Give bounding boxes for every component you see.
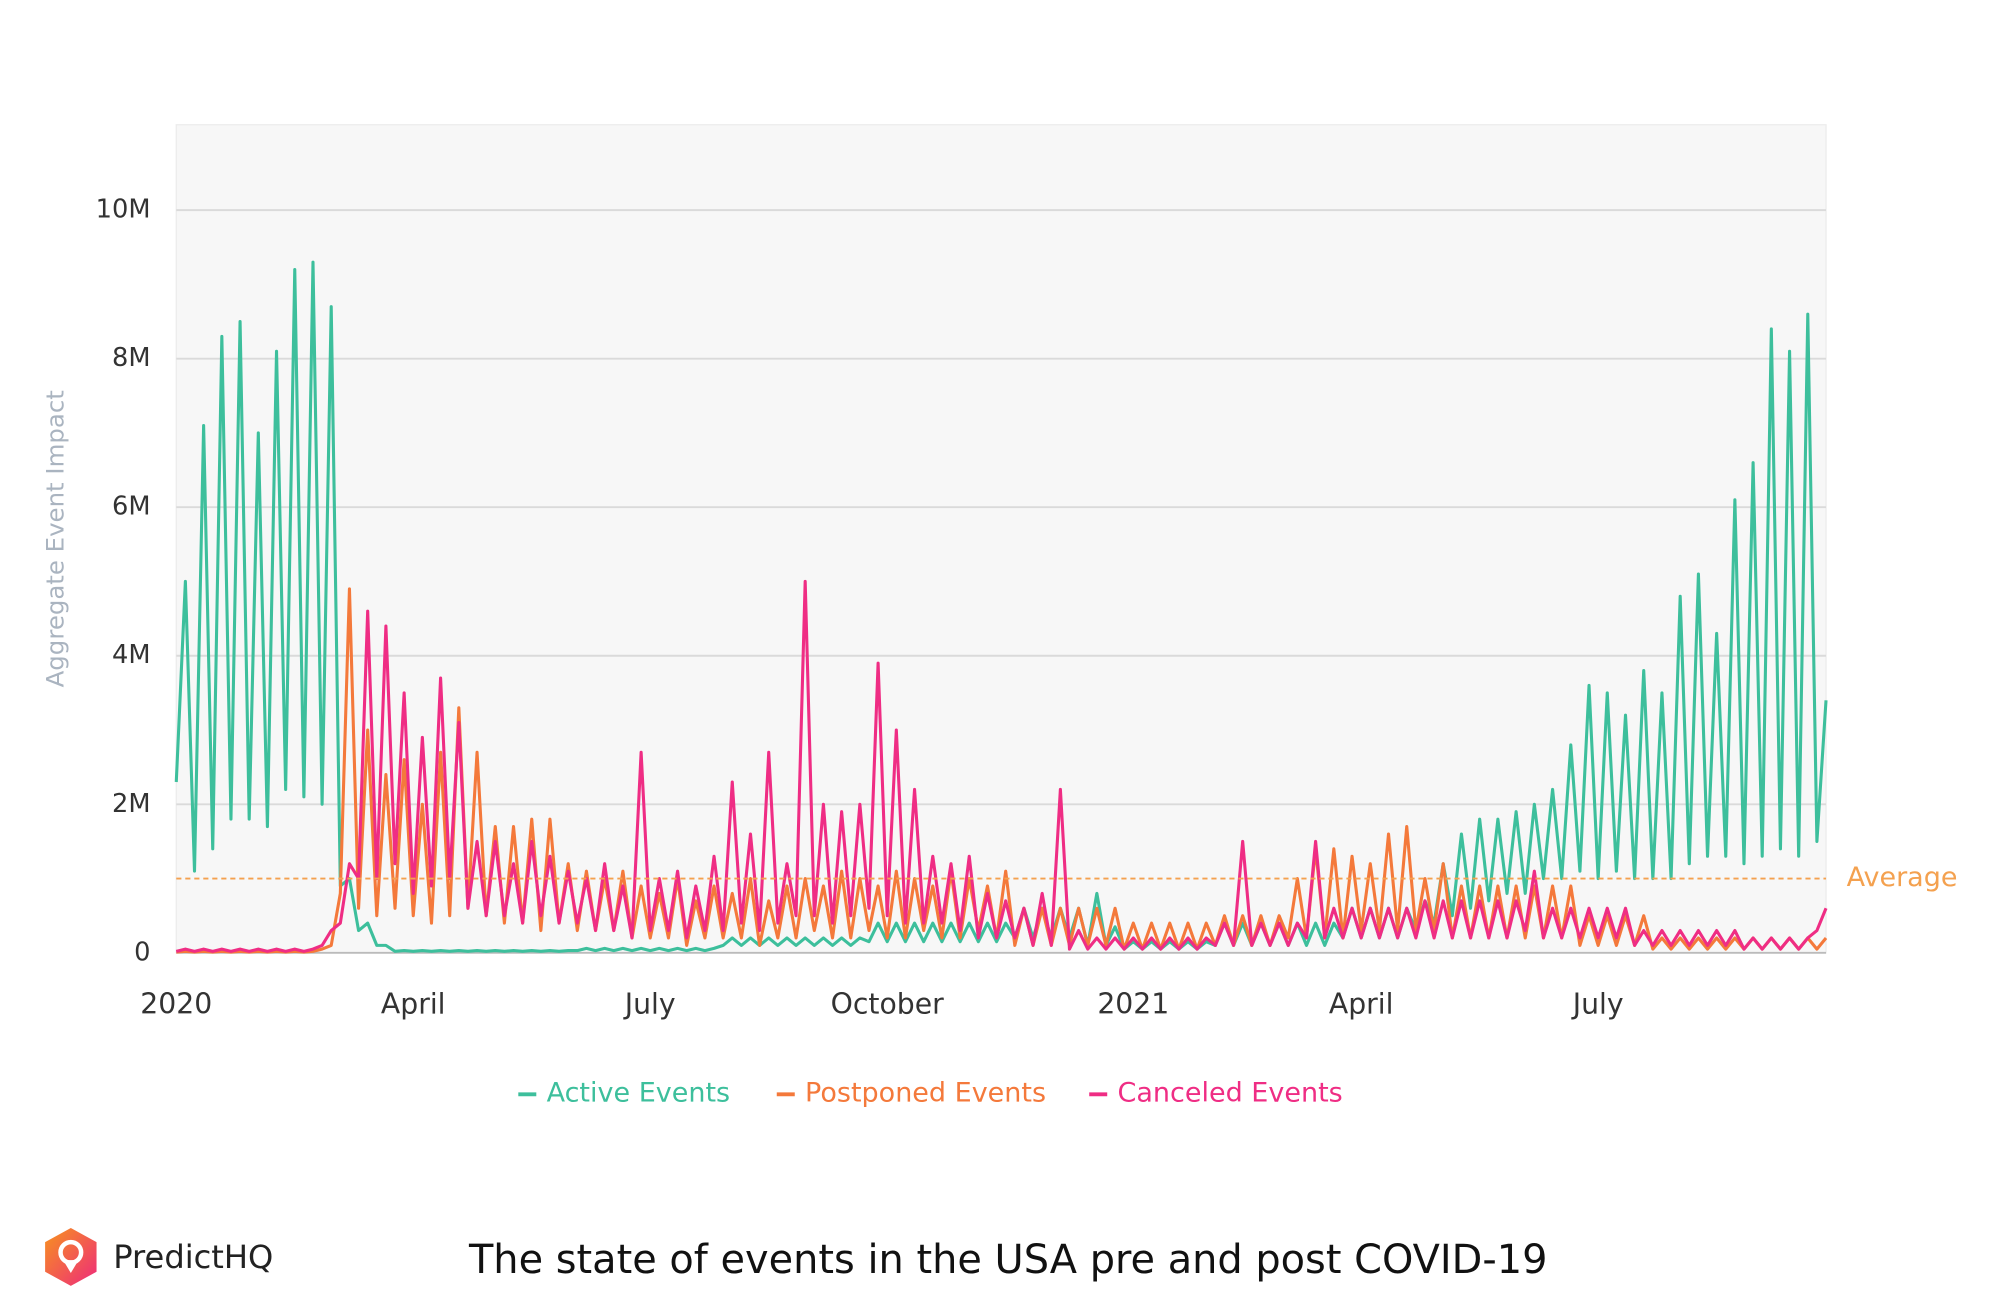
y-axis-title: Aggregate Event Impact — [41, 390, 70, 687]
x-tick-label: 2020 — [140, 988, 212, 1021]
x-tick-label: April — [381, 988, 446, 1021]
y-tick-label: 2M — [112, 789, 151, 819]
legend-label: Postponed Events — [805, 1078, 1046, 1109]
series-line — [174, 260, 1828, 953]
brand-name: PredictHQ — [113, 1238, 273, 1276]
x-tick-label: October — [831, 988, 944, 1021]
average-label: Average — [1847, 862, 1958, 893]
series-line — [175, 579, 1828, 953]
y-tick-label: 4M — [112, 640, 151, 670]
y-tick-label: 10M — [96, 195, 151, 225]
y-tick-label: 6M — [112, 492, 151, 522]
y-tick-label: 0 — [134, 937, 150, 967]
y-tick-label: 8M — [112, 343, 151, 373]
legend-label: Canceled Events — [1118, 1078, 1343, 1109]
x-tick-label: April — [1329, 988, 1394, 1021]
legend-label: Active Events — [547, 1078, 731, 1109]
logo — [45, 1227, 97, 1286]
x-tick-label: 2021 — [1097, 988, 1169, 1021]
caption: The state of events in the USA pre and p… — [468, 1237, 1547, 1283]
x-tick-label: July — [623, 988, 676, 1021]
x-tick-label: July — [1571, 988, 1624, 1021]
series-line — [176, 587, 1828, 954]
